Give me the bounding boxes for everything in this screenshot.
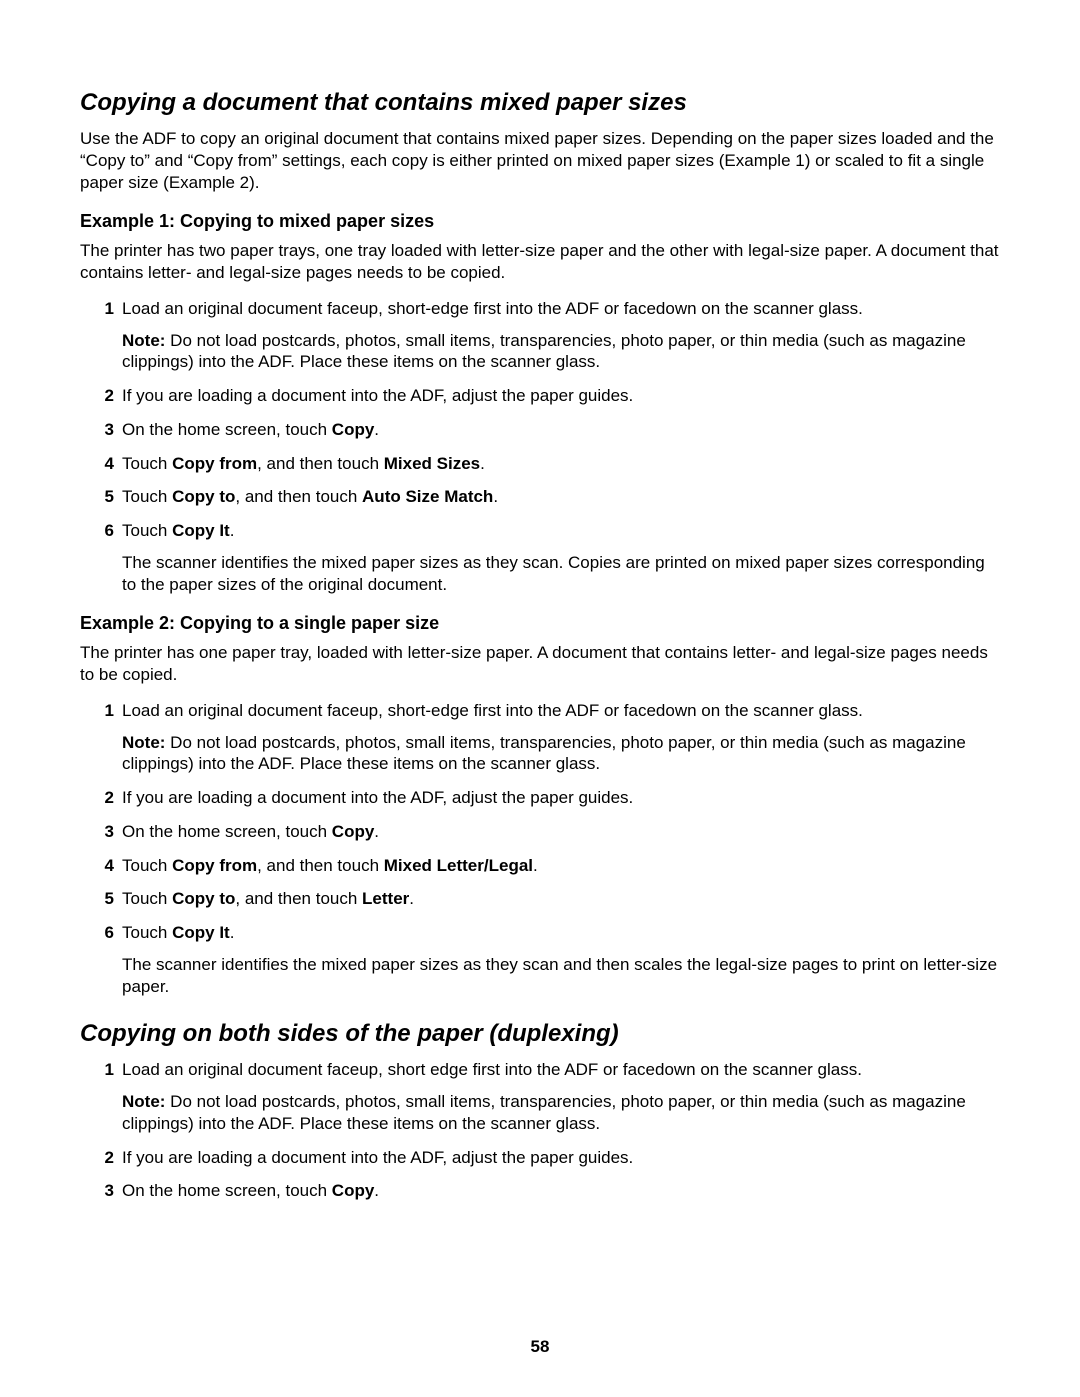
step-text: Load an original document faceup, short-… [122,299,863,318]
note-label: Note: [122,331,165,350]
example1-steps: 1 Load an original document faceup, shor… [80,298,1002,596]
document-page: Copying a document that contains mixed p… [0,0,1080,1397]
step-text: Touch [122,487,172,506]
ui-label: Copy from [172,454,257,473]
section-heading: Copying a document that contains mixed p… [80,88,1002,118]
step-text: On the home screen, touch [122,420,332,439]
list-item: 3 On the home screen, touch Copy. [104,1180,1002,1202]
step-after: The scanner identifies the mixed paper s… [122,552,1002,596]
step-text: Load an original document faceup, short … [122,1060,862,1079]
section-intro: Use the ADF to copy an original document… [80,128,1002,193]
step-text: Touch [122,889,172,908]
step-number: 6 [94,520,114,542]
step-text: Touch [122,454,172,473]
step-text: , and then touch [257,454,384,473]
page-number: 58 [0,1337,1080,1357]
ui-label: Letter [362,889,409,908]
step-text: If you are loading a document into the A… [122,386,633,405]
step-text: . [374,420,379,439]
step-text: On the home screen, touch [122,1181,332,1200]
ui-label: Auto Size Match [362,487,493,506]
list-item: 5 Touch Copy to, and then touch Letter. [104,888,1002,910]
step-number: 5 [94,486,114,508]
step-text: If you are loading a document into the A… [122,1148,633,1167]
example1-intro: The printer has two paper trays, one tra… [80,240,1002,284]
step-text: . [493,487,498,506]
ui-label: Copy to [172,889,235,908]
ui-label: Mixed Sizes [384,454,480,473]
list-item: 1 Load an original document faceup, shor… [104,298,1002,373]
step-number: 1 [94,700,114,722]
step-text: On the home screen, touch [122,822,332,841]
step-text: . [374,822,379,841]
ui-label: Copy from [172,856,257,875]
step-text: . [409,889,414,908]
list-item: 6 Touch Copy It. The scanner identifies … [104,520,1002,595]
note-body: Do not load postcards, photos, small ite… [122,733,966,774]
step-note: Note: Do not load postcards, photos, sma… [122,330,1002,374]
ui-label: Copy [332,822,375,841]
list-item: 3 On the home screen, touch Copy. [104,419,1002,441]
step-number: 2 [94,385,114,407]
step-number: 2 [94,787,114,809]
example2-intro: The printer has one paper tray, loaded w… [80,642,1002,686]
step-number: 4 [94,453,114,475]
note-label: Note: [122,733,165,752]
step-note: Note: Do not load postcards, photos, sma… [122,1091,1002,1135]
list-item: 2 If you are loading a document into the… [104,385,1002,407]
note-body: Do not load postcards, photos, small ite… [122,331,966,372]
step-number: 3 [94,821,114,843]
step-text: Touch [122,521,172,540]
step-text: , and then touch [235,487,362,506]
step-text: , and then touch [257,856,384,875]
note-body: Do not load postcards, photos, small ite… [122,1092,966,1133]
duplex-steps: 1 Load an original document faceup, shor… [80,1059,1002,1202]
step-text: Touch [122,856,172,875]
step-text: If you are loading a document into the A… [122,788,633,807]
ui-label: Mixed Letter/Legal [384,856,533,875]
list-item: 2 If you are loading a document into the… [104,1147,1002,1169]
list-item: 1 Load an original document faceup, shor… [104,1059,1002,1134]
list-item: 6 Touch Copy It. The scanner identifies … [104,922,1002,997]
ui-label: Copy to [172,487,235,506]
list-item: 4 Touch Copy from, and then touch Mixed … [104,453,1002,475]
example2-steps: 1 Load an original document faceup, shor… [80,700,1002,998]
step-number: 6 [94,922,114,944]
step-number: 3 [94,1180,114,1202]
list-item: 1 Load an original document faceup, shor… [104,700,1002,775]
list-item: 3 On the home screen, touch Copy. [104,821,1002,843]
example2-heading: Example 2: Copying to a single paper siz… [80,613,1002,634]
ui-label: Copy It [172,923,230,942]
ui-label: Copy [332,420,375,439]
step-text: . [230,521,235,540]
step-number: 1 [94,1059,114,1081]
step-note: Note: Do not load postcards, photos, sma… [122,732,1002,776]
step-text: . [230,923,235,942]
step-number: 4 [94,855,114,877]
ui-label: Copy It [172,521,230,540]
ui-label: Copy [332,1181,375,1200]
example1-heading: Example 1: Copying to mixed paper sizes [80,211,1002,232]
step-number: 5 [94,888,114,910]
step-text: . [480,454,485,473]
step-number: 1 [94,298,114,320]
step-text: . [374,1181,379,1200]
step-text: Touch [122,923,172,942]
step-text: . [533,856,538,875]
step-text: , and then touch [235,889,362,908]
step-after: The scanner identifies the mixed paper s… [122,954,1002,998]
step-number: 3 [94,419,114,441]
step-text: Load an original document faceup, short-… [122,701,863,720]
list-item: 4 Touch Copy from, and then touch Mixed … [104,855,1002,877]
list-item: 5 Touch Copy to, and then touch Auto Siz… [104,486,1002,508]
note-label: Note: [122,1092,165,1111]
step-number: 2 [94,1147,114,1169]
list-item: 2 If you are loading a document into the… [104,787,1002,809]
section-heading: Copying on both sides of the paper (dupl… [80,1019,1002,1049]
